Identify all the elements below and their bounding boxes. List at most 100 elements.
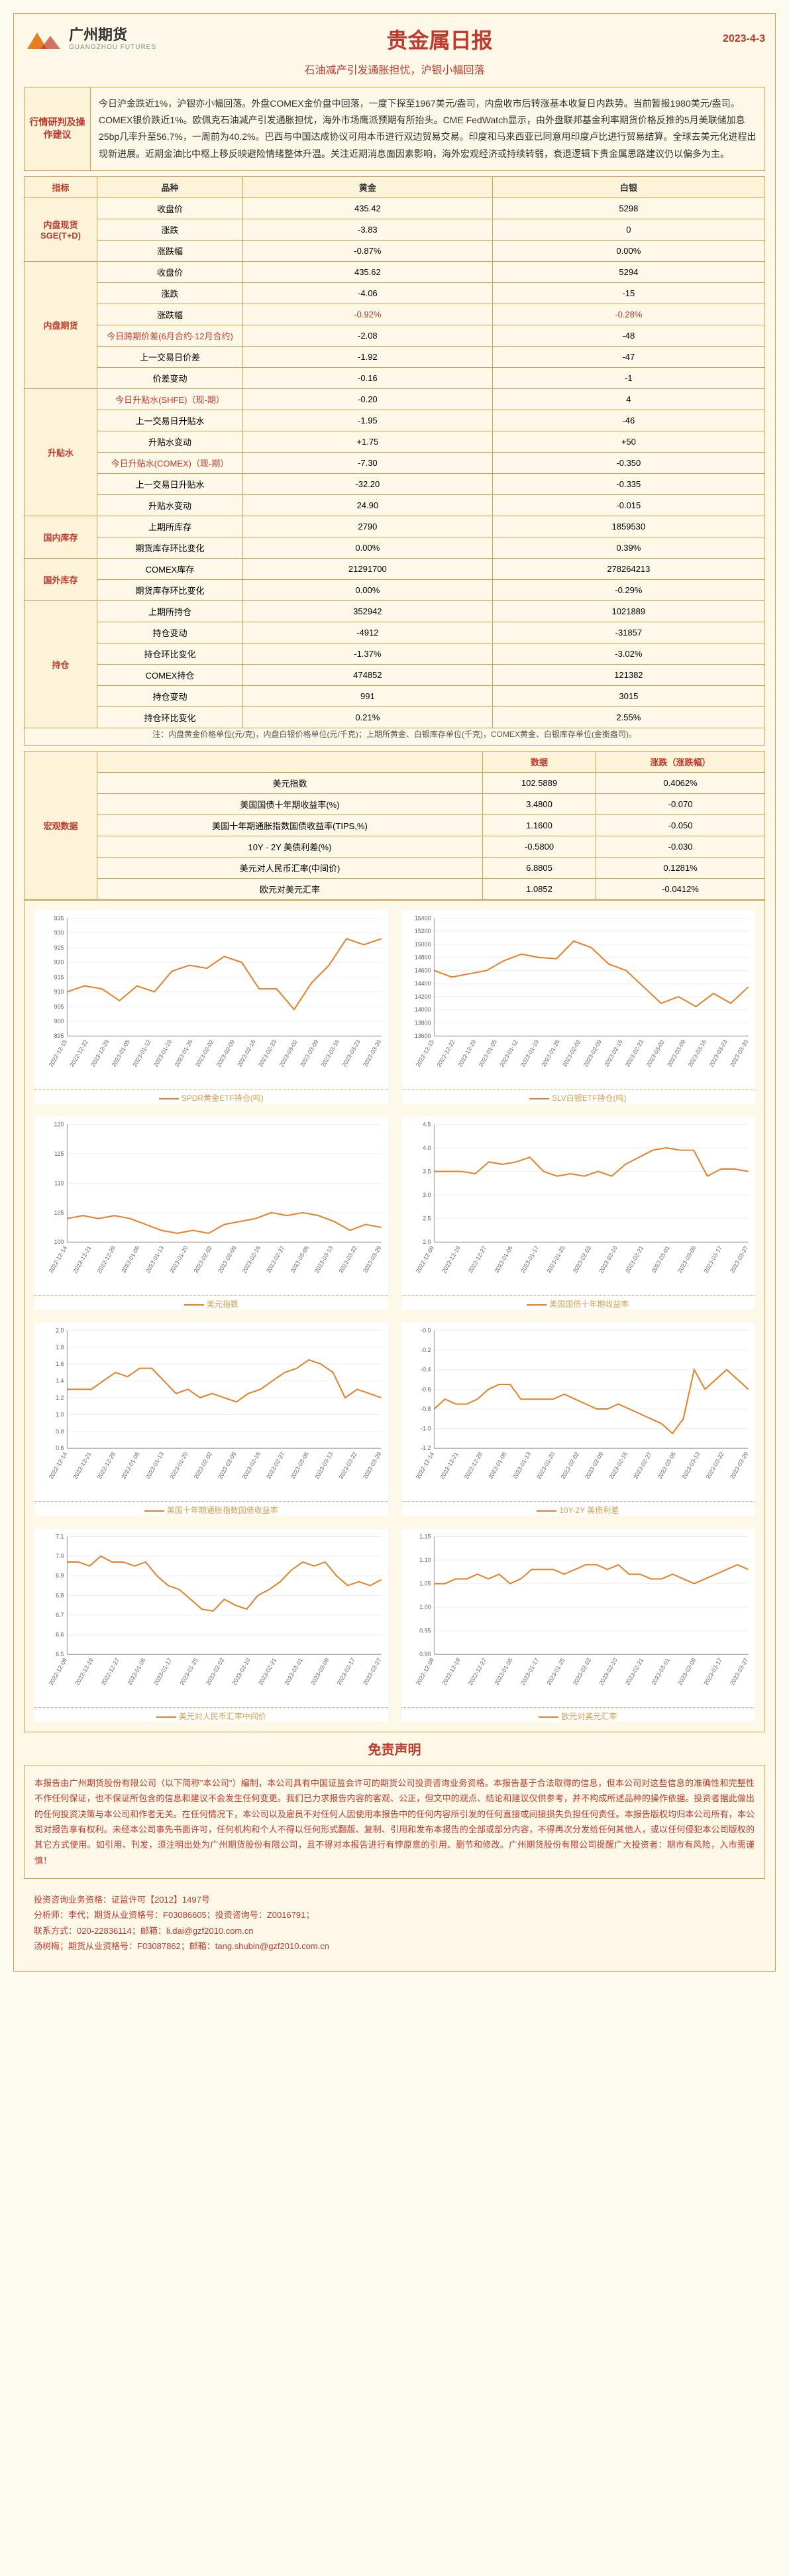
table-row: 上一交易日升贴水-1.95-46: [25, 410, 765, 431]
svg-text:1.8: 1.8: [56, 1344, 64, 1351]
svg-text:3.5: 3.5: [423, 1168, 431, 1174]
svg-text:920: 920: [54, 959, 64, 966]
svg-text:14400: 14400: [414, 980, 431, 987]
chart-caption: 欧元对美元汇率: [401, 1707, 755, 1722]
table-cell: 0: [492, 219, 764, 240]
table-cell: -32.20: [243, 473, 493, 494]
table-row: 国外库存COMEX库存21291700278264213: [25, 558, 765, 579]
table-cell: 美国国债十年期收益率(%): [97, 793, 483, 814]
svg-text:1.6: 1.6: [56, 1361, 64, 1367]
table-row: 上一交易日升贴水-32.20-0.335: [25, 473, 765, 494]
table-cell: -0.030: [596, 836, 765, 857]
svg-text:4.0: 4.0: [423, 1145, 431, 1151]
logo-text-en: GUANGZHOU FUTURES: [69, 44, 156, 51]
table-cell: 2790: [243, 516, 493, 537]
chart-svg: 2.02.53.03.54.04.5 2022-12-092022-12-192…: [401, 1117, 755, 1289]
table-cell: -31857: [492, 622, 764, 643]
table-cell: -1: [492, 367, 764, 388]
table-header: 指标: [25, 176, 97, 197]
table-cell: -1.37%: [243, 643, 493, 664]
table-cell: -0.070: [596, 793, 765, 814]
table-cell: 美元指数: [97, 772, 483, 793]
table-cell: 3015: [492, 685, 764, 706]
analysis-body: 今日沪金跌近1%，沪银亦小幅回落。外盘COMEX金价盘中回落，一度下探至1967…: [91, 87, 764, 170]
table-cell: -47: [492, 346, 764, 367]
table-row: 美元对人民币汇率(中间价)6.88050.1281%: [25, 857, 765, 878]
chart-caption: 美国十年期通胀指数国债收益率: [34, 1501, 388, 1516]
chart-svg: 895900905910915920925930935 2022-12-1520…: [34, 911, 388, 1083]
table-cell: -0.92%: [243, 304, 493, 325]
charts-grid: 895900905910915920925930935 2022-12-1520…: [24, 900, 765, 1732]
page-title: 贵金属日报: [386, 24, 492, 54]
table-cell: 价差变动: [97, 367, 243, 388]
table-cell: 美元对人民币汇率(中间价): [97, 857, 483, 878]
table-cell: 6.8805: [482, 857, 596, 878]
table-row: 期货库存环比变化0.00%-0.29%: [25, 579, 765, 600]
table-cell: 5294: [492, 261, 764, 282]
table-cell: -2.08: [243, 325, 493, 346]
table-header: 涨跌（涨跌幅）: [596, 751, 765, 772]
svg-text:-0.6: -0.6: [421, 1386, 431, 1392]
table-row: 欧元对美元汇率1.0852-0.0412%: [25, 878, 765, 899]
table-header: 黄金: [243, 176, 493, 197]
table-cell: -4912: [243, 622, 493, 643]
svg-text:6.7: 6.7: [56, 1612, 64, 1618]
table-header: 白银: [492, 176, 764, 197]
svg-text:910: 910: [54, 988, 64, 995]
table-cell: -46: [492, 410, 764, 431]
table-header: 数据: [482, 751, 596, 772]
svg-text:7.1: 7.1: [56, 1533, 64, 1540]
table-row: 10Y - 2Y 美债利差(%)-0.5800-0.030: [25, 836, 765, 857]
table-row: 美国十年期通胀指数国债收益率(TIPS,%)1.1600-0.050: [25, 814, 765, 836]
chart-svg: -1.2-1.0-0.8-0.6-0.4-0.2-0.0 2022-12-142…: [401, 1323, 755, 1495]
svg-text:0.90: 0.90: [419, 1651, 431, 1657]
footer-line: 汤树梅；期货从业资格号：F03087862；邮箱：tang.shubin@gzf…: [34, 1938, 755, 1954]
table-cell: -0.015: [492, 494, 764, 516]
table-cell: 欧元对美元汇率: [97, 878, 483, 899]
table-row: 今日升贴水(COMEX)（现-期）-7.30-0.350: [25, 452, 765, 473]
table-row: 涨跌-4.06-15: [25, 282, 765, 304]
table-cell: 1859530: [492, 516, 764, 537]
chart-box: -1.2-1.0-0.8-0.6-0.4-0.2-0.0 2022-12-142…: [401, 1323, 755, 1516]
table-cell: 今日升贴水(SHFE)（现-期）: [97, 388, 243, 410]
table-row: 持仓环比变化-1.37%-3.02%: [25, 643, 765, 664]
table-cell: -1.95: [243, 410, 493, 431]
table-cell: 升贴水变动: [97, 494, 243, 516]
chart-svg: 1360013800140001420014400146001480015000…: [401, 911, 755, 1083]
group-label: 内盘现货SGE(T+D): [25, 197, 97, 261]
svg-text:-0.2: -0.2: [421, 1347, 431, 1353]
table-cell: 涨跌幅: [97, 304, 243, 325]
group-label: 内盘期货: [25, 261, 97, 388]
svg-text:13800: 13800: [414, 1019, 431, 1026]
svg-text:935: 935: [54, 915, 64, 921]
svg-text:14200: 14200: [414, 993, 431, 1000]
table-cell: -0.20: [243, 388, 493, 410]
table-cell: 3.4800: [482, 793, 596, 814]
svg-text:6.5: 6.5: [56, 1651, 64, 1657]
chart-svg: 100105110115120 2022-12-142022-12-212022…: [34, 1117, 388, 1289]
svg-text:6.8: 6.8: [56, 1592, 64, 1598]
table-cell: -4.06: [243, 282, 493, 304]
table-cell: 涨跌: [97, 219, 243, 240]
table-row: 内盘现货SGE(T+D)收盘价435.425298: [25, 197, 765, 219]
table-cell: -0.87%: [243, 240, 493, 261]
footer-line: 联系方式：020-22836114；邮箱：li.dai@gzf2010.com.…: [34, 1923, 755, 1938]
svg-text:6.9: 6.9: [56, 1572, 64, 1579]
table-cell: 0.00%: [243, 537, 493, 558]
table-cell: 收盘价: [97, 197, 243, 219]
svg-text:1.0: 1.0: [56, 1411, 64, 1418]
svg-text:110: 110: [54, 1180, 64, 1186]
svg-text:0.6: 0.6: [56, 1445, 64, 1451]
table-cell: 991: [243, 685, 493, 706]
svg-text:1.2: 1.2: [56, 1394, 64, 1401]
chart-svg: 6.56.66.76.86.97.07.1 2022-12-092022-12-…: [34, 1529, 388, 1701]
table-cell: 0.39%: [492, 537, 764, 558]
table-row: 升贴水变动24.90-0.015: [25, 494, 765, 516]
svg-text:915: 915: [54, 974, 64, 980]
table-cell: 0.1281%: [596, 857, 765, 878]
svg-text:1.4: 1.4: [56, 1377, 64, 1384]
svg-text:15400: 15400: [414, 915, 431, 921]
svg-text:3.0: 3.0: [423, 1192, 431, 1198]
table-cell: COMEX库存: [97, 558, 243, 579]
table-cell: -0.335: [492, 473, 764, 494]
